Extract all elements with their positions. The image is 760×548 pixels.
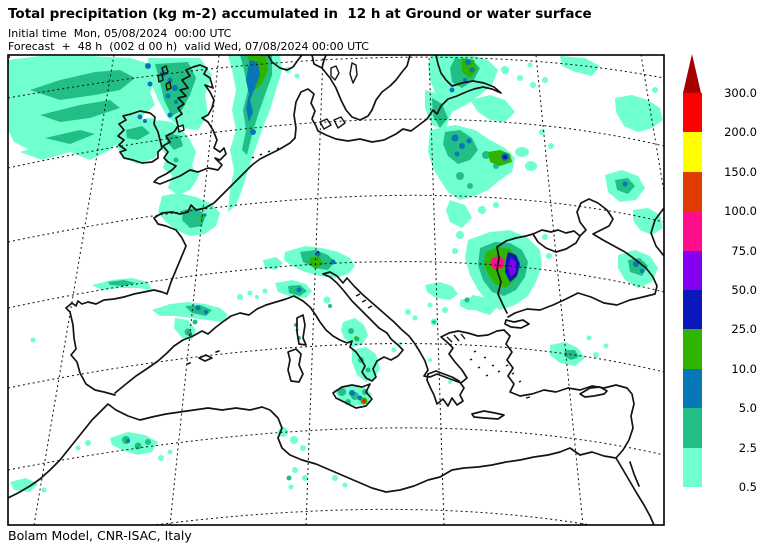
coast-sicily <box>332 383 373 409</box>
coastlines <box>8 55 664 525</box>
coast-mainland-west <box>65 55 502 396</box>
colorbar-block-0 <box>683 93 702 133</box>
colorbar-overflow-arrow <box>683 54 701 93</box>
colorbar-block-7 <box>683 368 702 409</box>
coast-red-sea <box>615 457 655 525</box>
colorbar-tick-label: 2.5 <box>738 440 757 455</box>
colorbar-block-9 <box>683 447 702 487</box>
forecast-valid-line: Forecast + 48 h (002 d 00 h) valid Wed, … <box>8 40 369 53</box>
colorbar-tick-label: 0.5 <box>738 480 757 494</box>
colorbar-tick-label: 50.0 <box>731 283 757 297</box>
coast-balearics <box>186 350 220 365</box>
coast-sardinia <box>287 348 304 383</box>
initial-time-line: Initial time Mon, 05/08/2024 00:00 UTC <box>8 27 232 40</box>
colorbar-block-5 <box>683 290 702 330</box>
coast-mediterranean-north <box>114 271 505 394</box>
colorbar-block-2 <box>683 171 702 212</box>
figure-title: Total precipitation (kg m-2) accumulated… <box>8 6 592 22</box>
map-frame <box>7 54 665 526</box>
coast-great-britain <box>153 64 227 185</box>
colorbar-block-3 <box>683 211 702 251</box>
model-credit: Bolam Model, CNR-ISAC, Italy <box>8 528 192 543</box>
colorbar-block-4 <box>683 250 702 290</box>
coast-peloponnese <box>426 370 465 407</box>
colorbar-block-8 <box>683 408 702 448</box>
colorbar-tick-label: 300.0 <box>724 86 757 100</box>
colorbar-tick-label: 10.0 <box>731 361 757 376</box>
graticule <box>8 55 664 525</box>
coast-ireland <box>117 110 163 164</box>
coast-marmara <box>504 319 530 329</box>
colorbar-tick-label: 100.0 <box>724 204 757 219</box>
coast-azov-caucasus <box>507 198 658 318</box>
precipitation-layer <box>8 55 663 493</box>
colorbar-tick-label: 200.0 <box>724 125 757 140</box>
coast-norway <box>267 55 303 71</box>
colorbar-block-6 <box>683 329 702 369</box>
colorbar-tick-label: 25.0 <box>731 322 757 337</box>
coast-sweden <box>311 55 411 121</box>
coast-caspian <box>650 207 664 257</box>
colorbar-tick-label: 75.0 <box>731 243 757 258</box>
colorbar-tick-label: 150.0 <box>724 164 757 179</box>
coast-crete <box>471 410 505 420</box>
coast-black-sea <box>496 229 581 314</box>
colorbar-block-1 <box>683 132 702 172</box>
coast-cyprus <box>579 386 608 398</box>
coast-turkey-africa <box>8 329 635 499</box>
coast-corsica <box>296 314 307 346</box>
colorbar-tick-label: 5.0 <box>738 401 757 416</box>
